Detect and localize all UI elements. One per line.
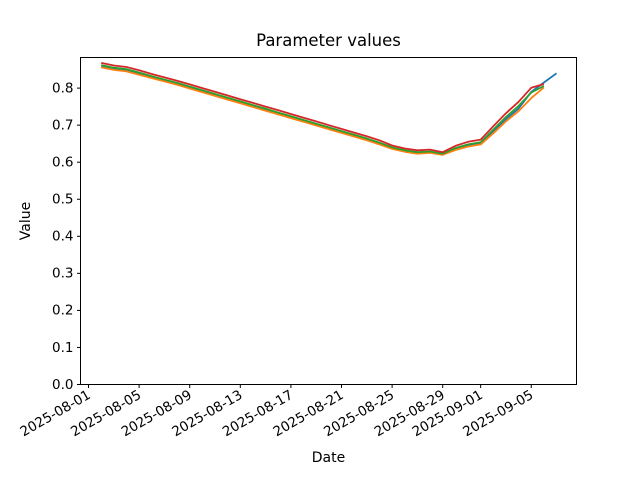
y-tick-label: 0.5	[52, 192, 73, 208]
y-tick-label: 0.8	[52, 80, 73, 96]
y-tick-label: 0.7	[52, 117, 73, 133]
y-tick-label: 0.6	[52, 155, 73, 171]
series-line-green	[101, 64, 545, 155]
y-tick-label: 0.3	[52, 266, 73, 282]
series-line-orange	[101, 66, 545, 156]
axes-frame	[80, 57, 577, 385]
series-line-red	[101, 62, 545, 154]
y-tick-label: 0.0	[52, 377, 73, 393]
x-axis-label: Date	[311, 450, 346, 466]
y-tick-label: 0.4	[52, 229, 73, 245]
chart-title: Parameter values	[256, 31, 401, 50]
y-tick-label: 0.1	[52, 340, 73, 356]
y-tick-label: 0.2	[52, 303, 73, 319]
